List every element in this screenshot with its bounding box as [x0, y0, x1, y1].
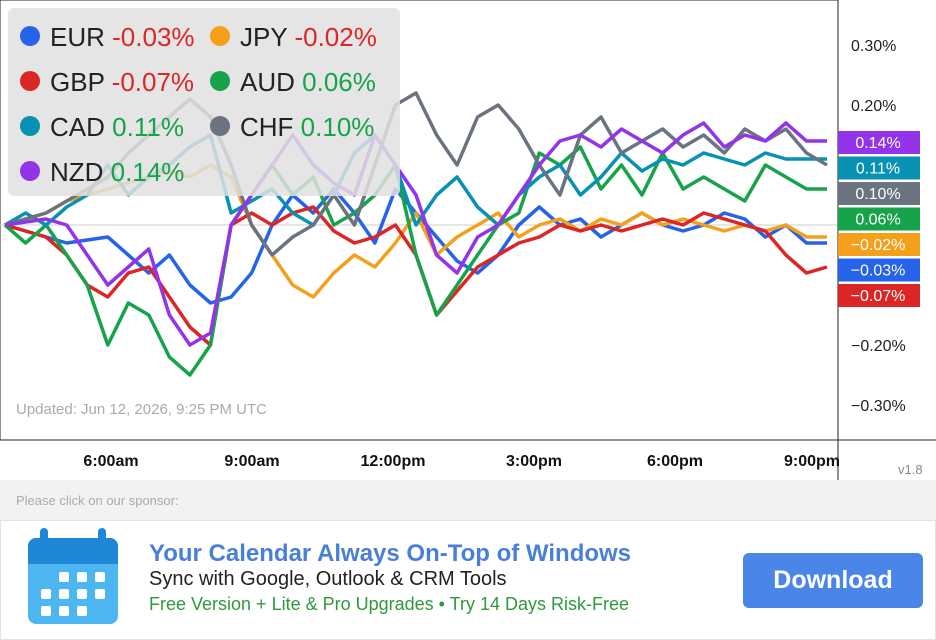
x-tick-label: 12:00pm [361, 453, 426, 470]
cad-dot-icon [20, 116, 40, 137]
badge-label-nzd: 0.14% [855, 135, 900, 152]
calendar-icon[interactable] [28, 528, 118, 624]
legend-item-nzd: NZD 0.14% [20, 157, 184, 187]
updated-timestamp: Updated: Jun 12, 2026, 9:25 PM UTC [16, 401, 267, 418]
legend-value: -0.02% [294, 22, 377, 52]
x-tick-label: 6:00am [83, 453, 138, 470]
legend-currency: EUR [50, 22, 105, 52]
y-tick-label: −0.20% [851, 338, 906, 355]
badge-nzd [838, 131, 920, 154]
legend-value: -0.03% [112, 22, 195, 52]
chf-dot-icon [210, 116, 230, 137]
ad-subtitle: Sync with Google, Outlook & CRM Tools [149, 568, 507, 590]
sponsor-caption: Please click on our sponsor: [16, 493, 179, 508]
aud-dot-icon [210, 71, 230, 92]
badge-cad [838, 156, 920, 180]
series-line-eur [4, 187, 827, 305]
x-tick-label: 6:00pm [647, 453, 703, 470]
series-line-aud [3, 145, 827, 377]
y-tick-label: −0.30% [851, 398, 906, 415]
gbp-dot-icon [20, 71, 40, 92]
legend-value: -0.07% [111, 67, 195, 97]
ad-title[interactable]: Your Calendar Always On-Top of Windows [149, 540, 632, 567]
legend-item-chf: CHF 0.10% [210, 112, 374, 142]
y-tick-label: 0.30% [851, 38, 896, 55]
badge-gbp [838, 284, 920, 307]
badge-jpy [838, 233, 920, 256]
currency-chart: 0.30% 0.20% −0.20% −0.30% 6:00am 9:00am 12:00p… [0, 0, 936, 480]
legend-item-eur: EUR -0.03% [20, 22, 195, 52]
badge-label-gbp: −0.07% [851, 288, 906, 305]
badge-label-chf: 0.10% [855, 186, 900, 203]
legend-value: 0.06% [302, 67, 376, 97]
legend-value: 0.14% [110, 157, 185, 187]
legend-currency: CHF [240, 112, 294, 142]
legend-currency: CAD [50, 112, 105, 142]
x-tick-label: 3:00pm [506, 453, 562, 470]
badge-aud [838, 207, 920, 231]
badge-label-eur: −0.03% [851, 263, 906, 280]
badge-chf [838, 182, 920, 205]
download-button[interactable]: Download [743, 553, 923, 608]
badge-label-jpy: −0.02% [851, 237, 906, 254]
eur-dot-icon [20, 26, 40, 47]
badge-label-aud: 0.06% [855, 212, 900, 229]
legend-item-jpy: JPY -0.02% [210, 22, 377, 52]
y-tick-label: 0.20% [851, 98, 896, 115]
x-tick-label: 9:00pm [784, 453, 840, 470]
nzd-dot-icon [20, 161, 40, 182]
chart-legend: EUR -0.03% JPY -0.02% GBP -0.07% AUD 0.0… [8, 8, 400, 196]
jpy-dot-icon [210, 26, 230, 47]
legend-item-aud: AUD 0.06% [210, 67, 376, 97]
legend-item-cad: CAD 0.11% [20, 112, 184, 142]
x-tick-label: 9:00am [224, 453, 279, 470]
ad-tagline: Free Version + Lite & Pro Upgrades • Try… [149, 594, 629, 614]
version-label: v1.8 [898, 462, 923, 477]
legend-currency: GBP [50, 67, 105, 97]
legend-currency: AUD [240, 67, 295, 97]
legend-value: 0.11% [112, 112, 184, 142]
badge-label-cad: 0.11% [856, 161, 900, 178]
badge-eur [838, 258, 920, 282]
series-line-nzd [4, 121, 827, 347]
legend-item-gbp: GBP -0.07% [20, 67, 194, 97]
legend-value: 0.10% [300, 112, 375, 142]
legend-currency: JPY [240, 22, 288, 52]
legend-currency: NZD [50, 157, 104, 187]
